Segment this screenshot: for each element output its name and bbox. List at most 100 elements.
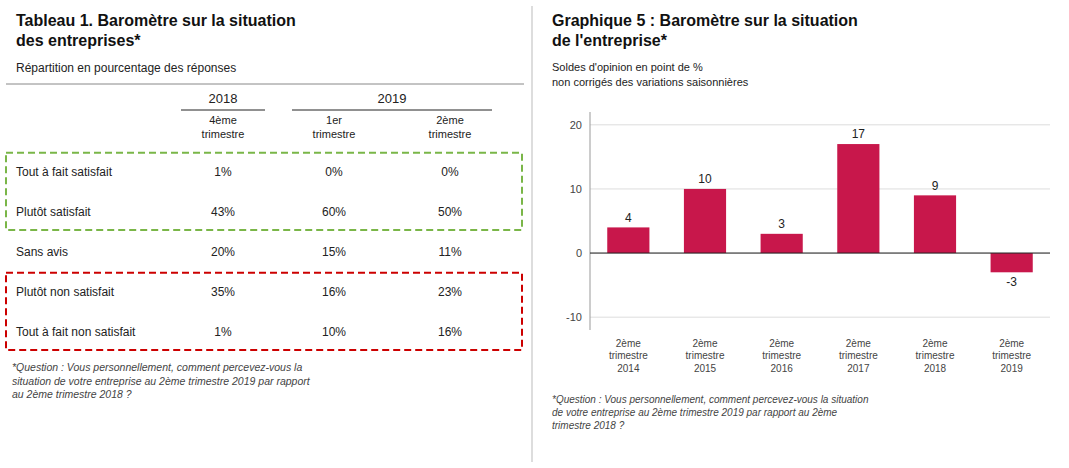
text-line: 0 [576,247,582,259]
table-cell: 0% [441,165,459,179]
text-line: 23% [438,285,462,299]
text-line: 2014 [617,363,640,374]
zero-line [590,253,1050,254]
text-line: trimestre [992,350,1031,361]
table-cell: 0% [325,165,343,179]
data-label: 4 [625,211,632,225]
text-line: 2ème [692,338,717,349]
group-underline [292,110,492,111]
text-line: Tout à fait satisfait [16,165,113,179]
text-line: 16% [322,285,346,299]
text-line: 1er [326,114,342,126]
bar [837,144,879,253]
text-line: Plutôt non satisfait [16,285,115,299]
x-tick-label: 2èmetrimestre 2019 [992,338,1031,374]
text-line: 43% [211,205,235,219]
text-line: 15% [322,245,346,259]
row-label: Tout à fait non satisfait [16,325,136,339]
text-line: 9 [932,179,939,193]
bar [914,195,956,253]
text-line: 2015 [694,363,717,374]
data-label: -3 [1006,275,1017,289]
text-line: 2ème [846,338,871,349]
text-line: 2ème [616,338,641,349]
text-line: 4 [625,211,632,225]
table-cell: 23% [438,285,462,299]
text-line: 35% [211,285,235,299]
text-line: Tout à fait non satisfait [16,325,136,339]
grid-line [590,124,1050,125]
x-tick-label: 2èmetrimestre2015 [686,338,725,374]
text-line: 10 [570,183,582,195]
row-label: Tout à fait satisfait [16,165,113,179]
x-tick-label: 2èmetrimestre2018 [916,338,955,374]
text-line: situation de votre entreprise au 2ème tr… [12,375,311,387]
x-tick-label: 2èmetrimestre2017 [839,338,878,374]
text-line: 4ème [209,114,237,126]
separator [532,6,533,462]
text-line: 2ème [769,338,794,349]
chart-footnote: *Question : Vous personnellement, commen… [552,394,869,431]
text-line: 2ème [999,338,1024,349]
y-tick-label: 0 [576,247,582,259]
text-line: *Question : Vous personnellement, commen… [552,394,869,405]
text-line: 10% [322,325,346,339]
text-line: -10 [566,311,582,323]
text-line: trimestre 2018 ? [552,420,625,431]
text-line: 50% [438,205,462,219]
text-line: 2ème [922,338,947,349]
text-line: 2ème [436,114,464,126]
text-line: Plutôt satisfait [16,205,91,219]
table-cell: 16% [438,325,462,339]
grid-line [590,253,1050,254]
header-rule [6,84,524,85]
table-subtitle: Répartition en pourcentage des réponses [16,61,236,75]
text-line: trimestre [839,350,878,361]
text-line: trimestre [609,350,648,361]
figure: Tableau 1. Baromètre sur la situation des… [0,0,1069,468]
text-line: des entreprises* [16,32,141,49]
text-line: trimestre [762,350,801,361]
text-line: de l'entreprise* [552,32,668,49]
row-label: Sans avis [16,245,68,259]
text-line: 2019 [1001,363,1024,374]
text-line: trimestre [313,128,356,140]
table-footnote: *Question : Vous personnellement, commen… [12,361,311,400]
text-line: 1% [214,325,232,339]
y-tick-label: 10 [570,183,582,195]
table-cell: 10% [322,325,346,339]
highlight-box [6,273,522,350]
text-line: 10 [698,172,712,186]
bar [684,189,726,253]
group-header: 2018 [209,91,238,106]
bar [607,227,649,253]
highlight-box [6,153,522,230]
column-header: 2èmetrimestre [429,114,472,139]
text-line: 60% [322,205,346,219]
x-tick-label: 2èmetrimestre 2016 [762,338,801,374]
text-line: 1% [214,165,232,179]
text-line: 2018 [209,91,238,106]
text-line: 0% [325,165,343,179]
text-line: 0% [441,165,459,179]
text-line: Tableau 1. Baromètre sur la situation [16,12,296,29]
row-label: Plutôt non satisfait [16,285,115,299]
text-line: 2016 [771,363,794,374]
text-line: 20% [211,245,235,259]
text-line: 11% [438,245,461,259]
text-line: de votre entreprise au 2ème trimestre 20… [552,407,838,418]
table-cell: 11% [438,245,461,259]
bar-chart: Graphique 5 : Baromètre sur la situation… [552,12,1050,431]
x-tick-label: 2èmetrimestre 2014 [609,338,648,374]
text-line: -3 [1006,275,1017,289]
y-tick-label: -10 [566,311,582,323]
group-underline [181,110,265,111]
table-cell: 43% [211,205,235,219]
text-line: trimestre [202,128,245,140]
table-cell: 60% [322,205,346,219]
table: Tableau 1. Baromètre sur la situation des… [6,12,524,401]
data-label: 10 [698,172,712,186]
text-line: 2019 [378,91,407,106]
y-axis-line [590,112,591,330]
text-line: 2018 [924,363,947,374]
